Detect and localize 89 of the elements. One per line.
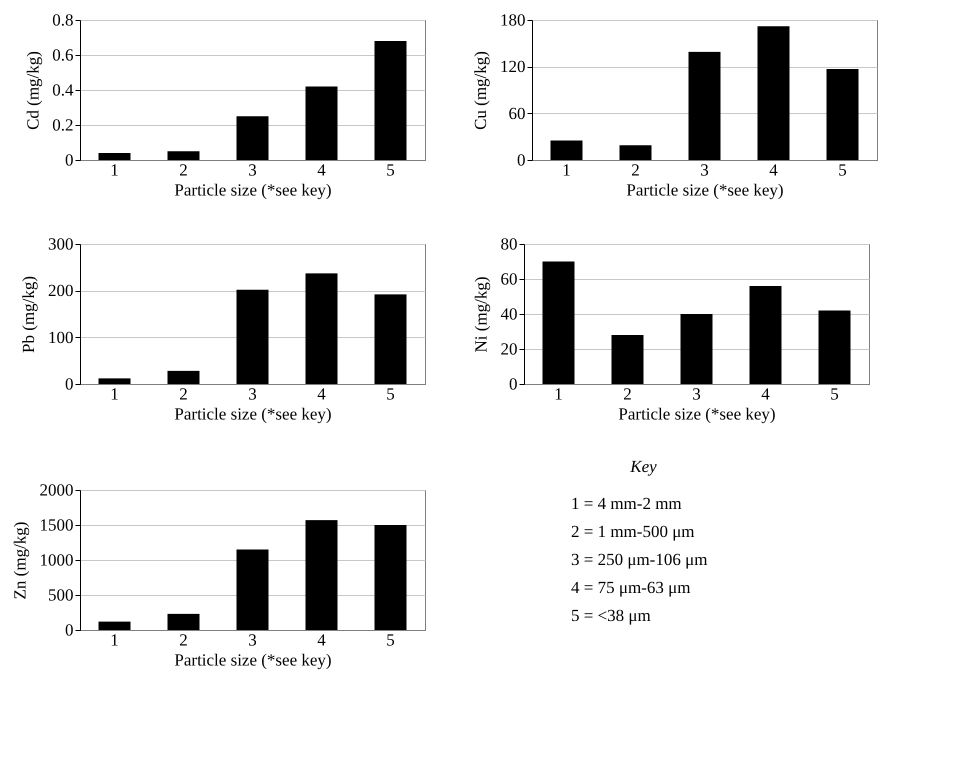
x-tick-label: 1 — [562, 160, 571, 180]
x-tick-label: 2 — [179, 160, 188, 180]
bar — [542, 262, 574, 384]
y-tick-label: 0 — [509, 374, 518, 394]
x-tick-label: 1 — [110, 160, 119, 180]
y-tick-label: 0.8 — [52, 10, 74, 30]
bar — [168, 370, 200, 384]
x-tick-label: 5 — [386, 160, 395, 180]
x-axis-title: Particle size (*see key) — [626, 180, 784, 200]
y-tick-label: 180 — [500, 10, 526, 30]
x-tick-label: 5 — [838, 160, 847, 180]
bar — [750, 286, 782, 384]
y-tick-label: 120 — [500, 57, 526, 76]
bar — [758, 26, 790, 160]
x-tick-label: 3 — [248, 630, 257, 650]
text: 3 = 250 μm-106 μm — [571, 550, 708, 569]
y-tick-label: 0.4 — [52, 80, 74, 100]
x-tick-label: 3 — [700, 160, 709, 180]
x-tick-label: 4 — [317, 630, 326, 650]
x-tick-label: 3 — [248, 160, 257, 180]
bar — [236, 550, 268, 630]
text: Key — [629, 457, 658, 476]
text: 1 = 4 mm-2 mm — [571, 494, 682, 513]
y-tick-label: 200 — [48, 281, 74, 300]
y-axis-title: Zn (mg/kg) — [10, 522, 30, 600]
x-tick-label: 2 — [631, 160, 640, 180]
text: 4 = 75 μm-63 μm — [571, 578, 690, 597]
x-tick-label: 5 — [830, 384, 839, 404]
bar — [306, 520, 338, 630]
bar — [98, 153, 130, 160]
text: 2 = 1 mm-500 μm — [571, 522, 695, 541]
x-tick-label: 3 — [248, 384, 257, 404]
y-tick-label: 0.2 — [52, 116, 74, 134]
bar — [374, 294, 406, 384]
x-tick-label: 1 — [110, 630, 119, 650]
bar — [374, 525, 406, 630]
x-axis-title: Particle size (*see key) — [618, 404, 776, 424]
y-tick-label: 0.6 — [52, 46, 74, 64]
bar — [306, 86, 338, 160]
x-tick-label: 1 — [554, 384, 563, 404]
y-axis-title: Cd (mg/kg) — [23, 51, 42, 130]
x-tick-label: 2 — [623, 384, 632, 404]
y-tick-label: 300 — [48, 234, 74, 254]
bar — [612, 335, 644, 384]
x-tick-label: 4 — [761, 384, 770, 404]
text: 5 = <38 μm — [571, 606, 651, 625]
bar — [168, 614, 200, 630]
x-tick-label: 4 — [769, 160, 778, 180]
y-tick-label: 100 — [48, 328, 74, 347]
x-tick-label: 5 — [386, 384, 395, 404]
y-tick-label: 0 — [65, 374, 74, 394]
y-tick-label: 60 — [508, 104, 526, 123]
bar — [826, 69, 858, 160]
bar — [306, 273, 338, 384]
x-tick-label: 3 — [692, 384, 701, 404]
x-tick-label: 4 — [317, 160, 326, 180]
bar — [550, 140, 582, 160]
y-axis-title: Cu (mg/kg) — [471, 51, 490, 130]
y-tick-label: 500 — [48, 586, 74, 604]
y-tick-label: 60 — [500, 270, 518, 288]
y-tick-label: 1500 — [40, 516, 74, 534]
bar — [168, 151, 200, 160]
y-axis-title: Ni (mg/kg) — [472, 276, 490, 353]
x-tick-label: 4 — [317, 384, 326, 404]
y-tick-label: 0 — [517, 150, 526, 170]
bar — [688, 52, 720, 160]
bar — [680, 314, 712, 384]
x-tick-label: 1 — [110, 384, 119, 404]
x-axis-title: Particle size (*see key) — [174, 650, 332, 670]
y-axis-title: Pb (mg/kg) — [19, 276, 38, 353]
x-axis-title: Particle size (*see key) — [174, 404, 332, 424]
bar — [98, 378, 130, 384]
x-axis-title: Particle size (*see key) — [174, 180, 332, 200]
bar — [236, 290, 268, 384]
bar — [374, 41, 406, 160]
bar — [236, 116, 268, 160]
x-tick-label: 5 — [386, 630, 395, 650]
bar — [98, 622, 130, 630]
y-tick-label: 0 — [65, 150, 74, 170]
y-tick-label: 0 — [65, 620, 74, 640]
x-tick-label: 2 — [179, 384, 188, 404]
y-tick-label: 20 — [500, 340, 518, 358]
bar — [818, 310, 850, 384]
y-tick-label: 1000 — [40, 550, 74, 570]
bar — [620, 145, 652, 160]
y-tick-label: 80 — [500, 234, 518, 254]
x-tick-label: 2 — [179, 630, 188, 650]
y-tick-label: 2000 — [40, 480, 74, 500]
y-tick-label: 40 — [500, 304, 518, 324]
